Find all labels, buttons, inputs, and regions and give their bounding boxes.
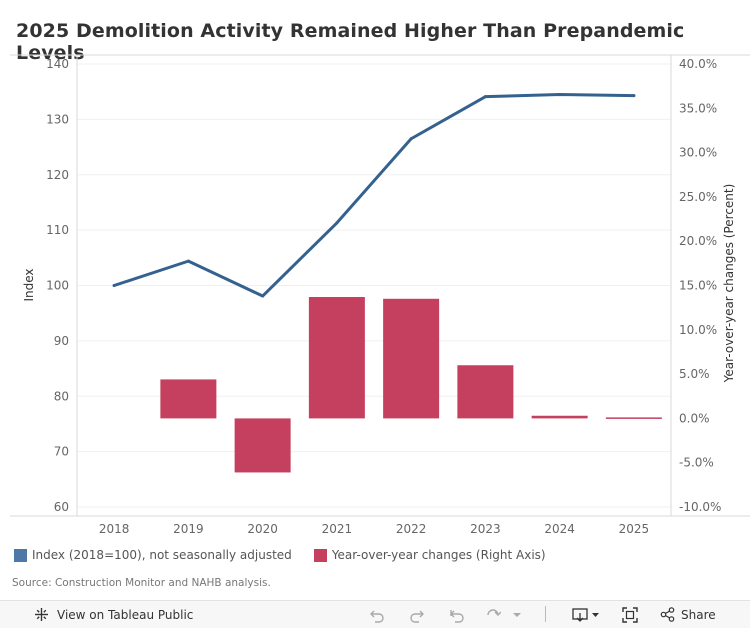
fullscreen-icon[interactable]	[622, 607, 638, 623]
line-point	[409, 137, 413, 141]
x-tick-label: 2021	[322, 522, 353, 536]
y-right-tick-label: 35.0%	[679, 101, 717, 115]
revert-icon[interactable]	[449, 607, 465, 623]
chart-area: 140 130 120 110 100 90 80 70 60 40.0% 35.0% 30.0% 25…	[10, 54, 750, 536]
y-right-tick-label: 30.0%	[679, 146, 717, 160]
y-right-tick-label: 40.0%	[679, 57, 717, 71]
y-tick-label: 110	[46, 223, 69, 237]
y-right-tick-label: 15.0%	[679, 279, 717, 293]
line-point	[483, 95, 487, 99]
undo-icon[interactable]	[369, 607, 385, 623]
y-tick-label: 140	[46, 57, 69, 71]
y-tick-label: 130	[46, 112, 69, 126]
bar	[308, 297, 365, 419]
chart-title: 2025 Demolition Activity Remained Higher…	[16, 20, 685, 64]
source-note: Source: Construction Monitor and NAHB an…	[12, 577, 271, 589]
y-right-tick-label: -5.0%	[679, 456, 714, 470]
toolbar-divider	[545, 606, 546, 622]
download-icon[interactable]	[572, 607, 600, 623]
line-point	[261, 294, 265, 298]
share-label: Share	[681, 607, 716, 622]
legend-item-yoy[interactable]: Year-over-year changes (Right Axis)	[313, 548, 546, 562]
legend-swatch-yoy	[313, 548, 327, 562]
gridlines	[77, 63, 671, 508]
tableau-toolbar: View on Tableau Public Share	[0, 600, 750, 628]
legend-label-index: Index (2018=100), not seasonally adjuste…	[32, 548, 292, 562]
y-right-tick-label: 10.0%	[679, 323, 717, 337]
legend-swatch-index	[14, 548, 27, 562]
y-tick-label: 120	[46, 168, 69, 182]
chevron-down-icon[interactable]	[512, 607, 522, 623]
y-right-tick-label: -10.0%	[679, 500, 721, 514]
bar	[531, 415, 588, 419]
legend-item-index[interactable]: Index (2018=100), not seasonally adjuste…	[14, 548, 292, 562]
legend-label-yoy: Year-over-year changes (Right Axis)	[331, 548, 546, 562]
bar	[160, 379, 217, 419]
legend: Index (2018=100), not seasonally adjuste…	[14, 548, 546, 562]
line-point	[335, 221, 339, 225]
bar	[457, 365, 514, 419]
bar	[605, 417, 662, 419]
share-button[interactable]: Share	[660, 607, 716, 622]
x-tick-label: 2023	[470, 522, 501, 536]
bar	[234, 418, 291, 473]
view-on-tableau-link[interactable]: View on Tableau Public	[34, 607, 193, 622]
x-tick-label: 2018	[99, 522, 130, 536]
x-tick-label: 2019	[173, 522, 204, 536]
line-point	[112, 284, 116, 287]
y-right-tick-label: 25.0%	[679, 190, 717, 204]
index-line	[112, 92, 636, 298]
bar-series	[160, 297, 662, 473]
line-point	[186, 259, 190, 263]
line-point	[558, 92, 562, 96]
x-tick-label: 2024	[544, 522, 575, 536]
view-on-tableau-label: View on Tableau Public	[57, 607, 194, 622]
y-tick-label: 70	[54, 445, 69, 459]
line-point	[632, 94, 636, 98]
y-right-tick-label: 20.0%	[679, 234, 717, 248]
y-axis-title: Index	[22, 268, 36, 301]
line-series	[112, 92, 636, 298]
redo-icon[interactable]	[409, 607, 425, 623]
x-tick-label: 2022	[396, 522, 427, 536]
refresh-icon[interactable]	[485, 607, 501, 623]
y-right-axis-title: Year-over-year changes (Percent)	[722, 184, 736, 384]
y-tick-label: 60	[54, 500, 69, 514]
y-right-tick-label: 0.0%	[679, 411, 710, 425]
y-tick-label: 80	[54, 389, 69, 403]
x-tick-label: 2025	[619, 522, 650, 536]
tableau-logo-icon	[35, 608, 48, 621]
x-tick-label: 2020	[247, 522, 278, 536]
axes: 140 130 120 110 100 90 80 70 60 40.0% 35.0% 30.0% 25…	[10, 54, 750, 536]
y-tick-label: 100	[46, 279, 69, 293]
y-tick-label: 90	[54, 334, 69, 348]
y-right-tick-label: 5.0%	[679, 367, 710, 381]
bar	[383, 298, 440, 419]
share-icon	[660, 607, 675, 622]
